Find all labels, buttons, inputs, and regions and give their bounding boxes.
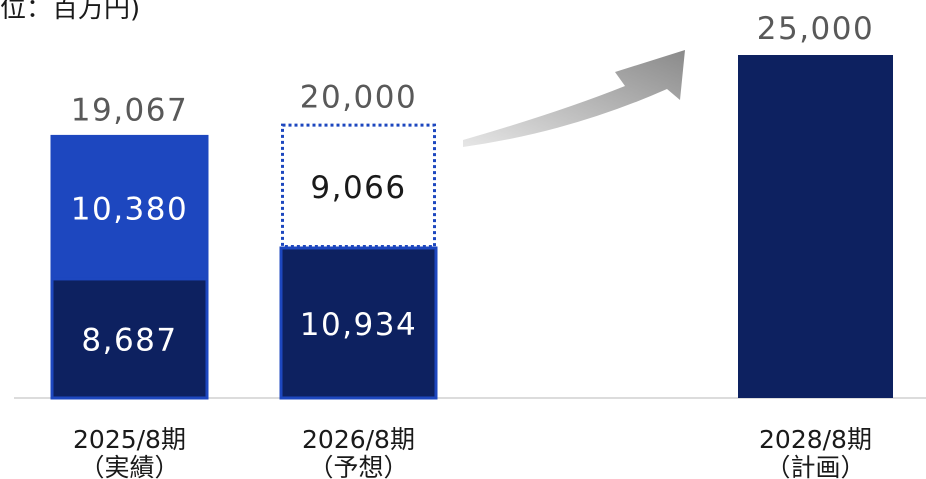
growth-arrow-icon — [463, 50, 685, 147]
bar-segment — [50, 277, 209, 400]
segment-label: 10,934 — [300, 307, 417, 343]
bar-segment — [50, 134, 209, 281]
bar-segment-outline — [281, 123, 436, 248]
total-label: 20,000 — [300, 80, 417, 116]
category-label: 2025/8期 — [73, 425, 186, 454]
category-label: 2026/8期 — [302, 425, 415, 454]
unit-label: 位：百万円) — [0, 0, 141, 24]
bar-segment — [738, 55, 893, 398]
segment-label: 10,380 — [71, 192, 188, 228]
segment-label: 8,687 — [81, 322, 177, 358]
category-label: 2028/8期 — [759, 425, 872, 454]
category-sublabel: （予想） — [308, 453, 408, 479]
total-label: 19,067 — [71, 92, 188, 128]
category-sublabel: （計画） — [765, 453, 865, 479]
category-sublabel: （実績） — [79, 453, 179, 479]
segment-label: 9,066 — [310, 170, 406, 206]
total-label: 25,000 — [757, 11, 874, 47]
